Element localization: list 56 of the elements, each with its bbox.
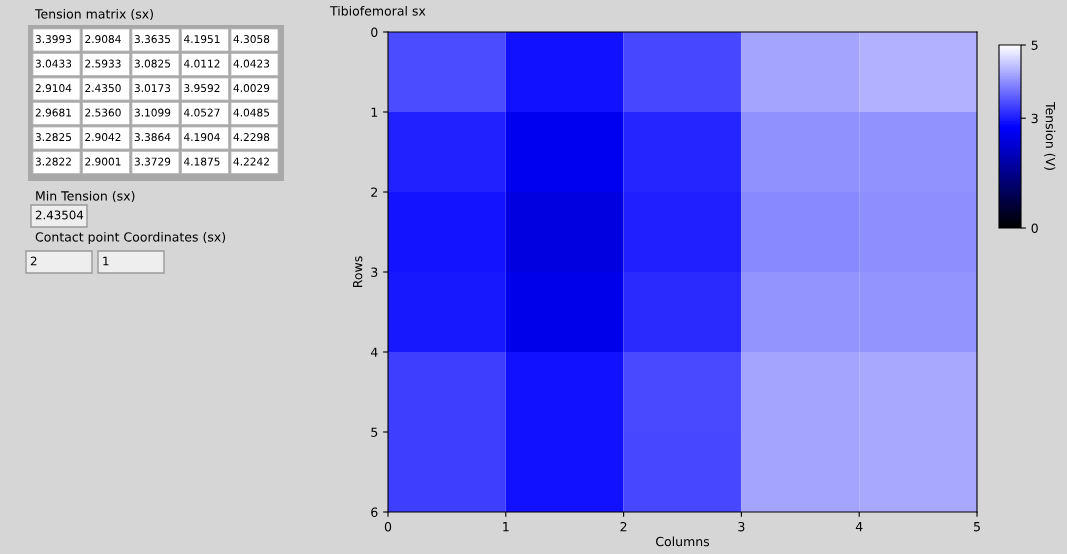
text: Contact point Coordinates (sx) bbox=[35, 231, 226, 245]
text: 4.1951 bbox=[184, 35, 220, 44]
y-tick-label: 5 bbox=[371, 427, 378, 437]
text: 3.3729 bbox=[134, 157, 171, 166]
text: 4.2242 bbox=[233, 157, 269, 166]
text: 3.0825 bbox=[134, 59, 171, 68]
text: 3.3993 bbox=[35, 35, 72, 44]
x-tick-label: 1 bbox=[503, 522, 509, 532]
text: 2 bbox=[30, 256, 37, 266]
y-tick-label: 3 bbox=[371, 267, 378, 277]
y-tick-label: 0 bbox=[371, 27, 378, 37]
text: 3.9592 bbox=[184, 84, 220, 93]
x-axis-title: Columns bbox=[656, 536, 710, 547]
text: 4.2298 bbox=[233, 133, 270, 142]
text: 3.3635 bbox=[134, 35, 171, 44]
x-tick-label: 5 bbox=[973, 522, 980, 532]
text: 2.4350 bbox=[85, 84, 121, 93]
y-axis-title: Rows bbox=[353, 256, 363, 288]
text: Tension matrix (sx) bbox=[34, 8, 153, 21]
text: 2.5360 bbox=[85, 108, 121, 117]
color-bar-label: 0 bbox=[1031, 223, 1038, 233]
color-bar-title: Tension (V) bbox=[1044, 101, 1056, 170]
text: 3.0173 bbox=[134, 84, 171, 93]
y-tick-label: 4 bbox=[370, 347, 378, 357]
text: 4.1875 bbox=[184, 157, 220, 166]
text: Min Tension (sx) bbox=[36, 190, 135, 203]
text: 2.43504 bbox=[35, 210, 84, 220]
y-tick-label: 6 bbox=[371, 507, 378, 517]
text: 4.3058 bbox=[233, 35, 270, 44]
text: 4.0029 bbox=[233, 84, 270, 93]
text: 2.5933 bbox=[85, 59, 121, 68]
y-tick-label: 2 bbox=[371, 187, 378, 197]
text: 3.1099 bbox=[134, 108, 171, 117]
chart-title: Tibiofemoral sx bbox=[329, 5, 426, 16]
text: 3.0433 bbox=[35, 59, 72, 68]
text: 2.9084 bbox=[85, 35, 121, 44]
color-bar-label: 5 bbox=[1031, 40, 1038, 50]
x-tick-label: 3 bbox=[738, 521, 745, 532]
x-tick-label: 0 bbox=[384, 521, 392, 532]
text: 3.2825 bbox=[35, 133, 72, 142]
text: 3.2822 bbox=[35, 157, 71, 166]
text: 2.9104 bbox=[35, 84, 72, 93]
color-bar-label: 3 bbox=[1031, 113, 1038, 124]
x-tick-label: 4 bbox=[855, 522, 863, 532]
text: 3.3864 bbox=[134, 133, 171, 142]
y-tick-label: 1 bbox=[371, 107, 378, 117]
text: 4.1904 bbox=[184, 133, 220, 142]
text: 4.0485 bbox=[233, 108, 270, 117]
x-tick-label: 2 bbox=[620, 521, 627, 532]
text: 4.0423 bbox=[233, 59, 270, 68]
text: 1 bbox=[103, 256, 109, 266]
text: 4.0527 bbox=[184, 108, 220, 117]
text: 2.9681 bbox=[35, 108, 71, 117]
text: 4.0112 bbox=[184, 59, 220, 68]
text: 2.9042 bbox=[85, 133, 121, 142]
text: 2.9001 bbox=[85, 157, 121, 166]
